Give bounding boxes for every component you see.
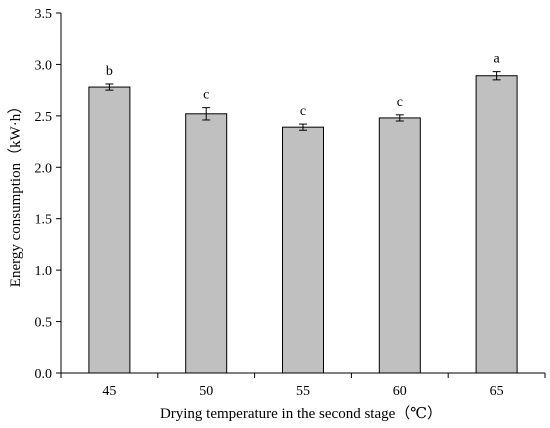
x-axis-title: Drying temperature in the second stage（℃… (160, 405, 442, 422)
error-bar-65 (492, 71, 501, 81)
error-bar-60 (395, 114, 404, 122)
significance-labels-layer: b c c c a (106, 52, 501, 119)
significance-label-45: b (106, 64, 113, 79)
x-tick-label: 60 (393, 384, 407, 399)
significance-label-65: a (493, 52, 500, 67)
x-tick-label: 65 (490, 384, 504, 399)
x-axis-ticks: 45 50 55 60 65 (60, 373, 546, 399)
axes-layer (60, 13, 545, 374)
significance-label-50: c (203, 88, 209, 103)
x-tick-label: 50 (199, 384, 213, 399)
bar-45 (88, 86, 131, 374)
y-tick-label: 1.5 (35, 213, 53, 228)
y-tick-label: 0.0 (35, 367, 53, 382)
significance-label-60: c (397, 95, 403, 110)
y-tick-label: 2.5 (35, 110, 53, 125)
y-tick-label: 1.0 (35, 264, 53, 279)
bar-65 (475, 75, 518, 374)
error-bar-50 (202, 107, 211, 121)
bars-layer (88, 75, 518, 374)
x-tick-label: 55 (296, 384, 310, 399)
y-tick-label: 3.0 (35, 58, 53, 73)
y-tick-label: 3.5 (35, 7, 53, 22)
bar-60 (378, 117, 421, 374)
y-axis-ticks: 0.0 0.5 1.0 1.5 2.0 2.5 3.0 3.5 (35, 7, 61, 382)
y-tick-label: 0.5 (35, 316, 53, 331)
error-bar-55 (299, 123, 307, 131)
y-axis-title: Energy consumption（kW·h） (7, 99, 24, 287)
significance-label-55: c (300, 104, 306, 119)
y-tick-label: 2.0 (35, 161, 53, 176)
error-bars-layer (105, 71, 501, 131)
x-tick-label: 45 (102, 384, 116, 399)
bar-55 (282, 126, 324, 374)
bar-50 (185, 113, 228, 374)
error-bar-45 (105, 83, 114, 91)
